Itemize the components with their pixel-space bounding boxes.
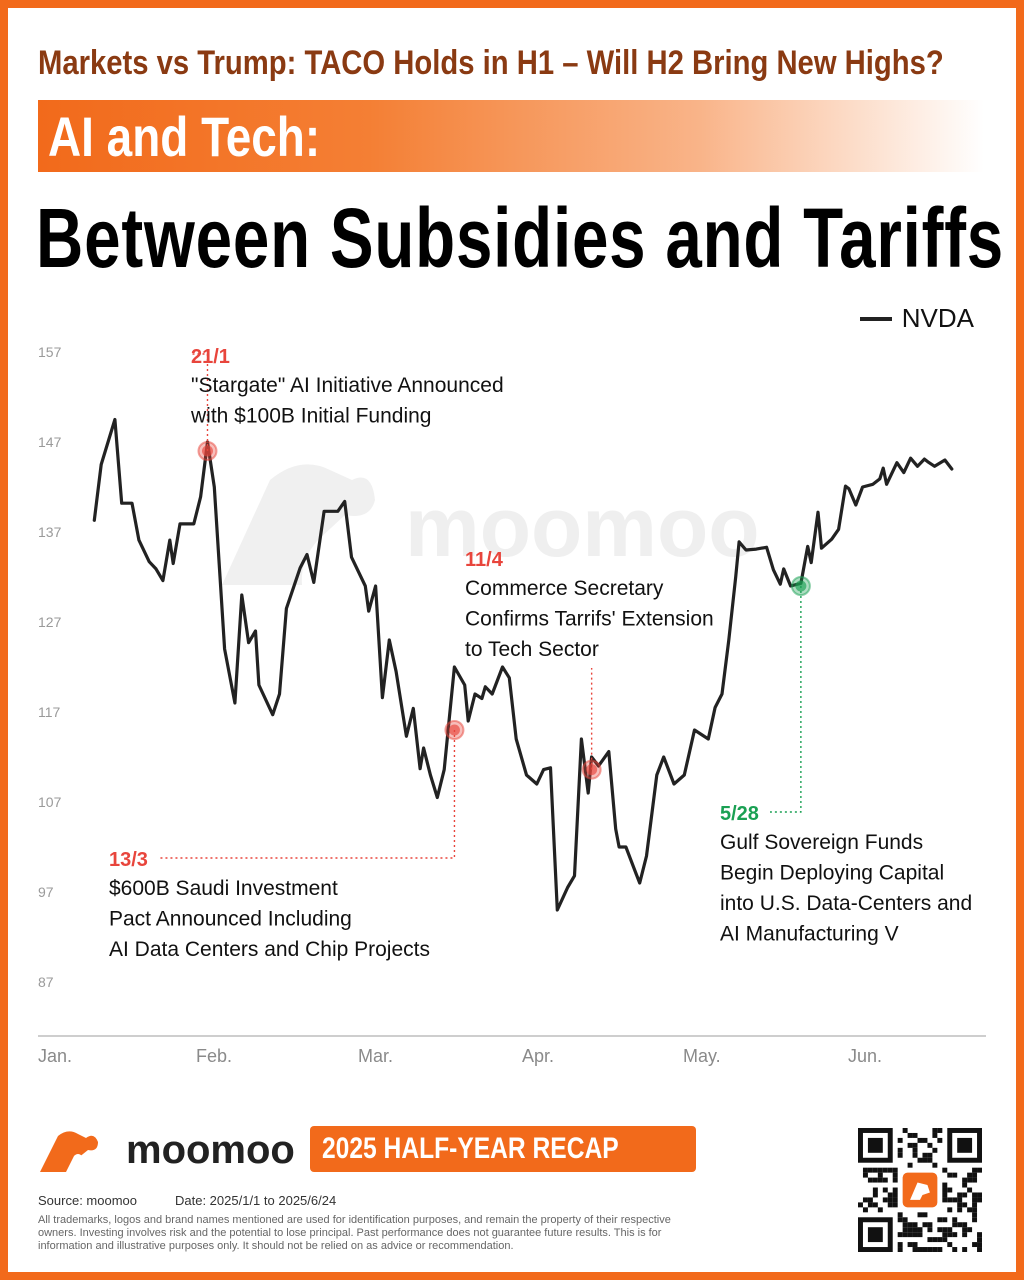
annotation-text-line: Pact Announced Including [109,908,352,931]
annotation-leader-line [159,730,456,859]
annotation-leader-line [770,586,802,813]
annotation-text-line: "Stargate" AI Initiative Announced [191,374,504,397]
annotation-21-1: 21/1 "Stargate" AI Initiative Announced wi… [190,346,504,461]
x-tick-label: Apr. [522,1046,554,1066]
y-tick-label: 117 [38,704,61,720]
annotation-5-28: 5/28 Gulf Sovereign Funds Begin Deploying … [720,576,972,946]
annotation-text-line: AI Data Centers and Chip Projects [109,938,430,961]
y-tick-label: 147 [38,434,62,450]
annotation-text-line: to Tech Sector [465,638,599,661]
annotation-11-4: 11/4 Commerce Secretary Confirms Tarrifs' … [465,549,714,780]
annotation-date: 11/4 [465,549,504,571]
x-tick-label: Jun. [848,1046,882,1066]
moomoo-logo-icon [222,464,375,585]
annotation-leader-line [191,353,209,451]
source-line: Source: moomoo Date: 2025/1/1 to 2025/6/2… [38,1193,336,1208]
annotation-text-line: with $100B Initial Funding [190,405,432,428]
annotation-text-line: $600B Saudi Investment [109,877,338,900]
annotation-text-line: Commerce Secretary [465,577,664,600]
recap-badge-text: 2025 HALF-YEAR RECAP [322,1132,619,1165]
annotation-text-line: Confirms Tarrifs' Extension [465,608,714,631]
annotation-text-line: Begin Deploying Capital [720,862,944,885]
footer-logo: moomoo [38,1126,295,1174]
annotation-text-line: Gulf Sovereign Funds [720,831,923,854]
y-tick-label: 127 [38,614,62,630]
y-tick-label: 157 [38,344,62,360]
main-title: Between Subsidies and Tariffs [36,191,1005,285]
annotation-date: 21/1 [191,346,230,368]
annotation-marker-core [795,580,807,592]
page-headline: Markets vs Trump: TACO Holds in H1 – Wil… [38,44,944,82]
recap-badge: 2025 HALF-YEAR RECAP [310,1126,696,1172]
section-band: AI and Tech: [38,100,984,172]
annotation-13-3: 13/3 $600B Saudi Investment Pact Announced… [109,720,465,961]
y-tick-label: 87 [38,974,54,990]
date-range-text: Date: 2025/1/1 to 2025/6/24 [175,1193,337,1208]
annotation-text-line: into U.S. Data-Centers and [720,892,972,915]
footer-logo-text: moomoo [126,1127,295,1172]
qr-code-icon[interactable] [858,1128,982,1252]
watermark-text: moomoo [405,480,760,574]
annotation-date: 5/28 [720,803,759,825]
annotation-marker-core [448,724,460,736]
disclaimer: All trademarks, logos and brand names me… [38,1214,671,1252]
y-tick-label: 137 [38,524,62,540]
source-text: Source: moomoo [38,1193,137,1208]
x-tick-label: May. [683,1046,721,1066]
x-tick-label: Jan. [38,1046,72,1066]
nvda-series-line [92,417,954,912]
chart-legend: NVDA [859,303,974,334]
legend-swatch [859,316,892,321]
x-tick-label: Feb. [196,1046,232,1066]
legend-label: NVDA [901,303,974,333]
annotation-marker-core [201,445,213,457]
x-tick-label: Mar. [358,1046,393,1066]
moomoo-logo-icon [40,1131,98,1172]
annotation-text-line: AI Manufacturing V [720,923,899,946]
annotation-date: 13/3 [109,849,148,871]
section-label: AI and Tech: [48,105,321,168]
y-tick-label: 97 [38,884,54,900]
annotation-marker-core [586,764,598,776]
watermark: moomoo [222,464,760,585]
y-tick-label: 107 [38,794,62,810]
